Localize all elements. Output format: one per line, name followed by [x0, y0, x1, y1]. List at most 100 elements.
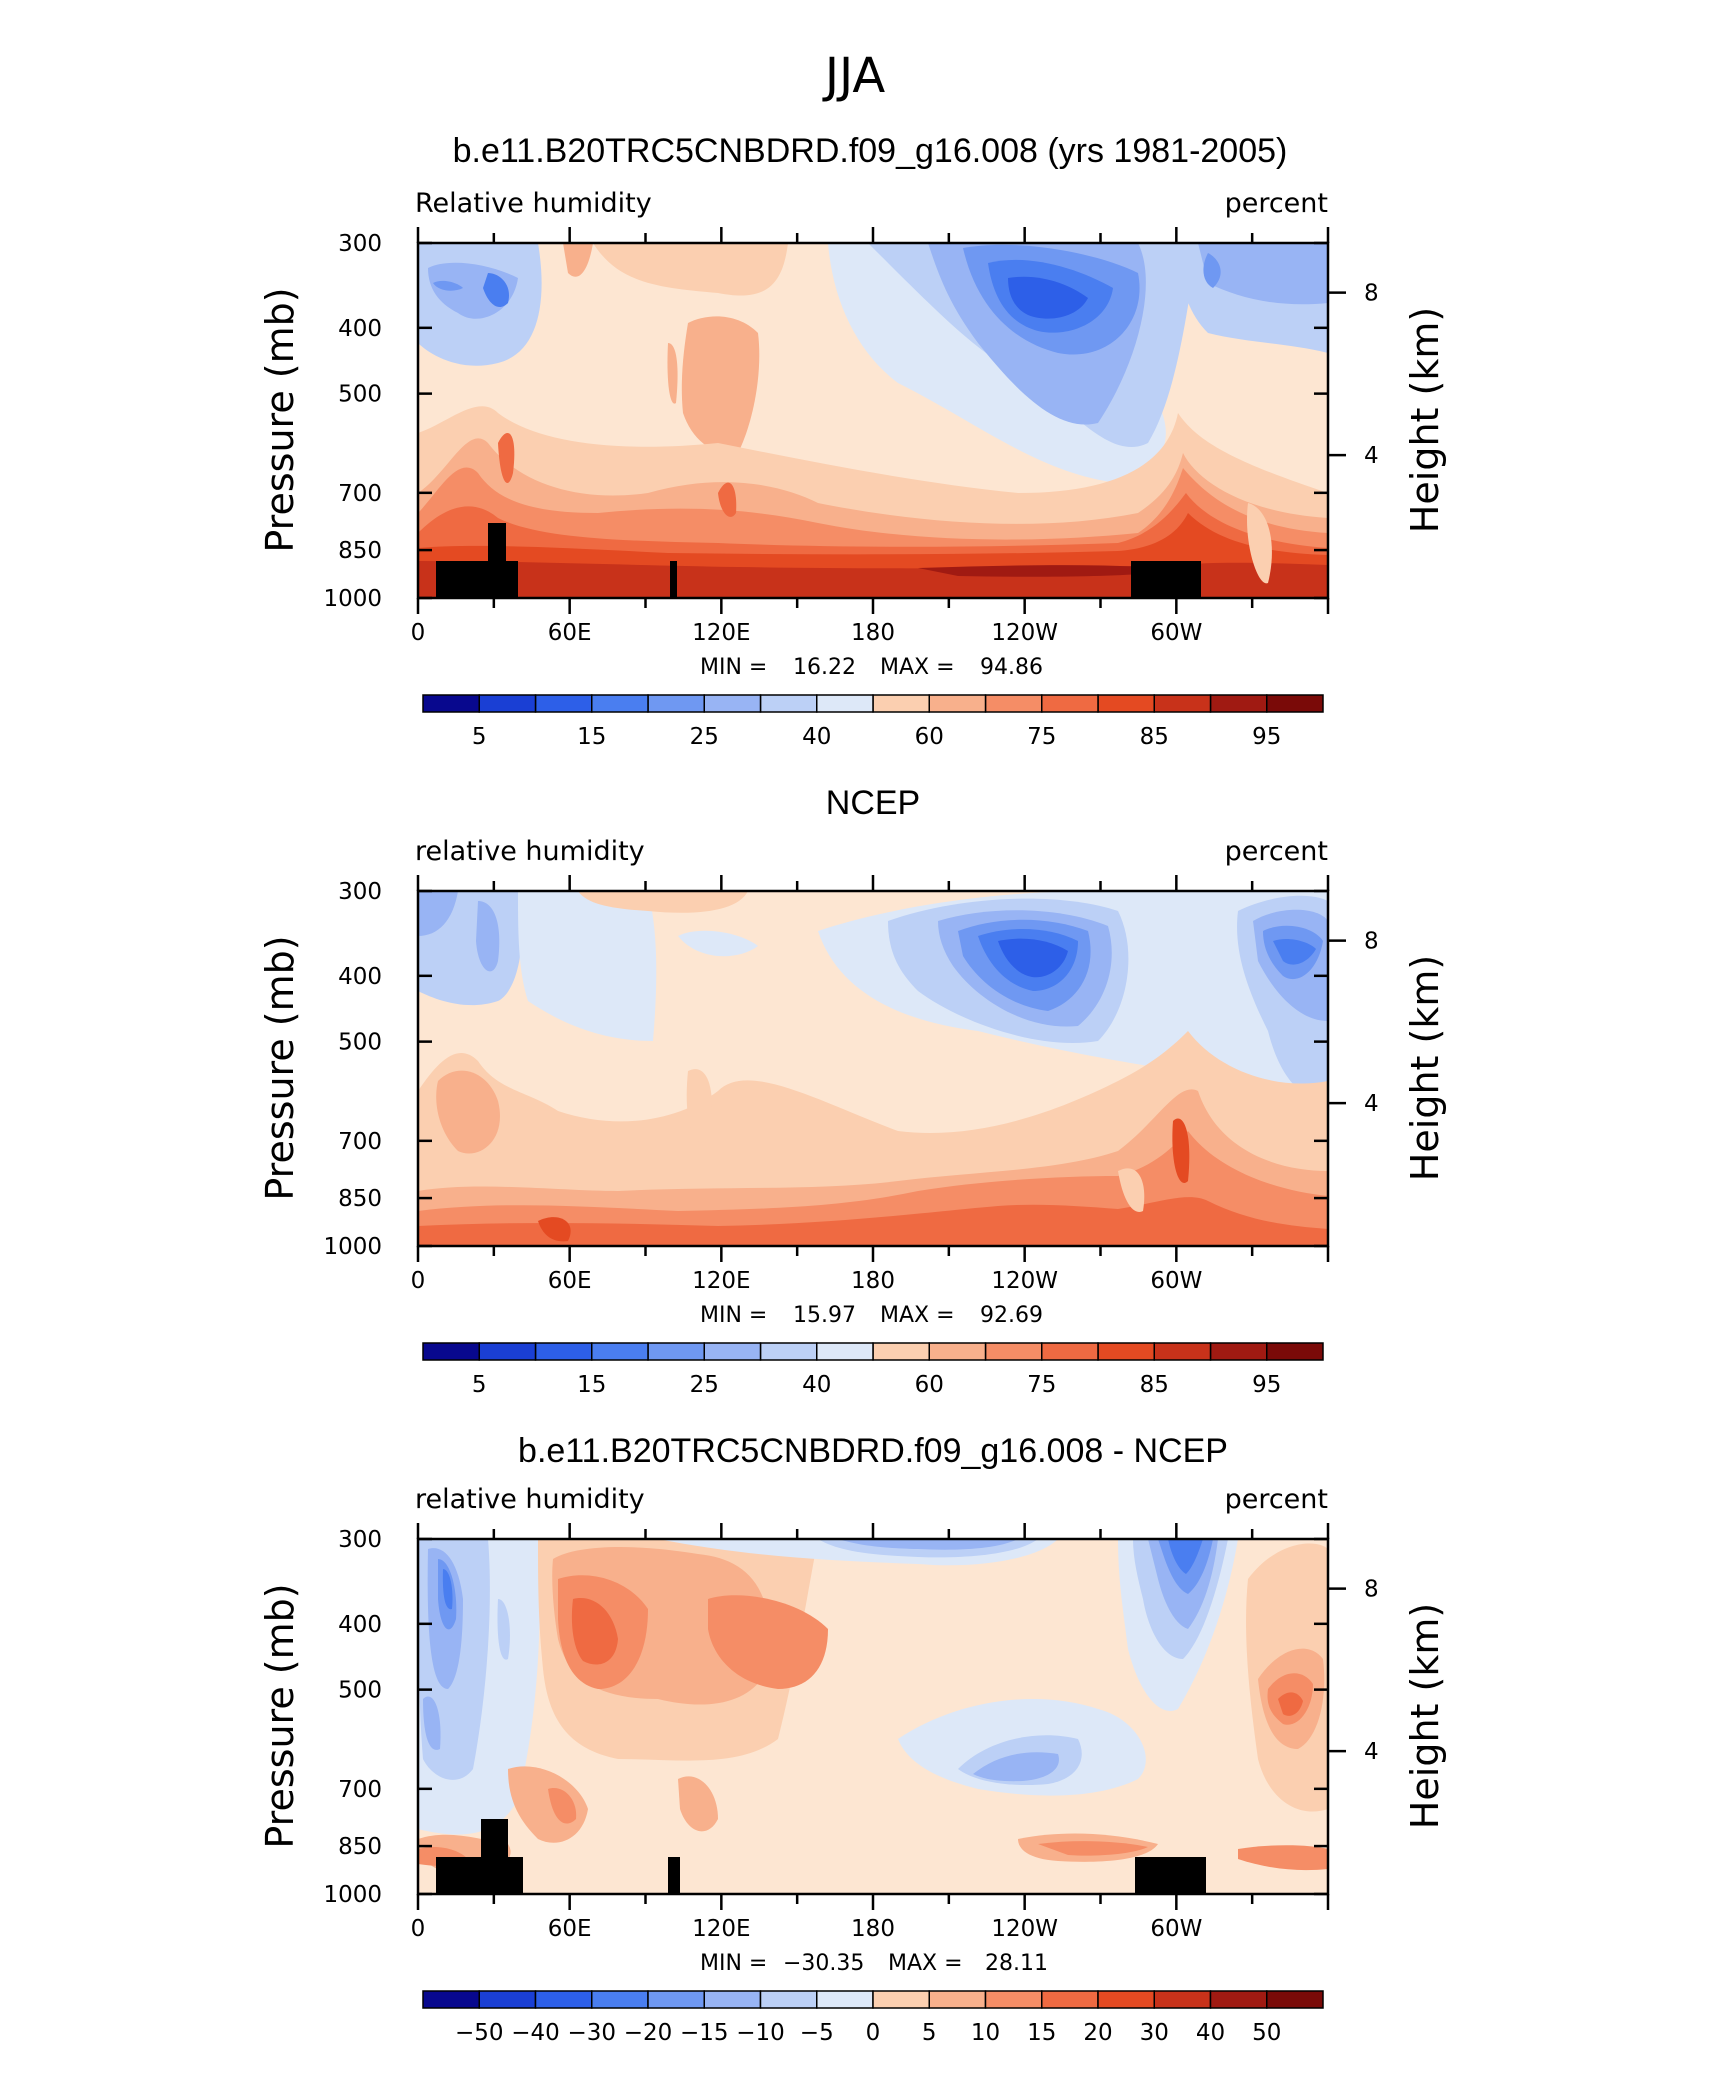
colorbar-box — [534, 1342, 593, 1361]
colorbar-box — [984, 694, 1043, 713]
colorbar-box — [1153, 694, 1212, 713]
colorbar-box — [647, 694, 705, 713]
colorbar-label: 10 — [971, 2020, 1000, 2046]
colorbar-label: 15 — [577, 724, 606, 750]
colorbar-box — [984, 1342, 1043, 1361]
y-tick-label: 500 — [338, 1030, 382, 1056]
colorbar-label: 50 — [1252, 2020, 1281, 2046]
x-tick-label: 120E — [692, 1916, 750, 1942]
panel-model: b.e11.B20TRC5CNBDRD.f09_g16.008 (yrs 198… — [258, 132, 1447, 750]
colorbar-box — [816, 1342, 874, 1361]
colorbar-label: 85 — [1140, 1372, 1169, 1398]
y-tick-label: 700 — [338, 1129, 382, 1155]
right-string: percent — [1225, 1484, 1328, 1515]
x-tick-label: 180 — [851, 1268, 895, 1294]
colorbar-box — [1153, 1990, 1212, 2009]
colorbar-box — [1041, 694, 1099, 713]
x-tick-label: 120E — [692, 1268, 750, 1294]
x-tick-label: 0 — [411, 1916, 426, 1942]
colorbar-box — [478, 694, 537, 713]
colorbar-box — [422, 1342, 480, 1361]
x-tick-label: 60W — [1150, 620, 1202, 646]
colorbar-box — [422, 1990, 480, 2009]
left-string: relative humidity — [415, 1484, 645, 1515]
max-label: MAX = — [880, 1303, 955, 1328]
y-right-tick-label: 4 — [1364, 1739, 1379, 1765]
x-tick-label: 60E — [548, 620, 592, 646]
colorbar-label: 5 — [922, 2020, 937, 2046]
y-tick-label: 400 — [338, 964, 382, 990]
contour-field — [416, 1537, 1330, 1896]
figure-title: JJA — [822, 48, 885, 104]
max-value: 92.69 — [980, 1303, 1043, 1328]
y-tick-label: 850 — [338, 1834, 382, 1860]
min-label: MIN = — [700, 1303, 767, 1328]
colorbar: −50 −40 −30 −20 −15 −10 −5 0 5 10 15 20 30 40 50 — [422, 1990, 1324, 2046]
y-tick-label: 1000 — [323, 1234, 382, 1260]
y-tick-label: 700 — [338, 481, 382, 507]
max-label: MAX = — [880, 655, 955, 680]
colorbar-box — [1153, 1342, 1212, 1361]
max-label: MAX = — [888, 1951, 963, 1976]
colorbar-box — [534, 694, 593, 713]
colorbar-label: 5 — [472, 1372, 487, 1398]
colorbar: 5 15 25 40 60 75 85 95 — [422, 694, 1324, 750]
colorbar-box — [816, 1990, 874, 2009]
y-axis-title: Pressure (mb) — [258, 287, 302, 552]
y-tick-label: 850 — [338, 1186, 382, 1212]
colorbar: 5 15 25 40 60 75 85 95 — [422, 1342, 1324, 1398]
y-axis-title: Pressure (mb) — [258, 1583, 302, 1848]
colorbar-label: 75 — [1027, 724, 1056, 750]
right-string: percent — [1225, 836, 1328, 867]
y-tick-label: 1000 — [323, 586, 382, 612]
panel-title: b.e11.B20TRC5CNBDRD.f09_g16.008 (yrs 198… — [453, 132, 1288, 170]
colorbar-box — [1209, 1342, 1268, 1361]
colorbar-box — [759, 1990, 818, 2009]
y-tick-label: 300 — [338, 231, 382, 257]
colorbar-label: −30 — [567, 2020, 616, 2046]
colorbar-label: 30 — [1140, 2020, 1169, 2046]
colorbar-box — [928, 1990, 987, 2009]
colorbar-box — [816, 694, 874, 713]
x-tick-label: 60E — [548, 1268, 592, 1294]
colorbar-label: 15 — [1027, 2020, 1056, 2046]
y-axis-title-right: Height (km) — [1403, 1603, 1447, 1829]
colorbar-box — [478, 1990, 537, 2009]
colorbar-box — [872, 1342, 930, 1361]
colorbar-box — [1209, 694, 1268, 713]
colorbar-box — [591, 1342, 649, 1361]
y-right-tick-label: 8 — [1364, 929, 1379, 955]
y-right-tick-label: 4 — [1364, 443, 1379, 469]
y-tick-label: 850 — [338, 538, 382, 564]
max-value: 28.11 — [985, 1951, 1048, 1976]
y-axis-title-right: Height (km) — [1403, 307, 1447, 533]
colorbar-label: 60 — [915, 724, 944, 750]
colorbar-box — [1266, 1990, 1324, 2009]
colorbar-box — [1041, 1342, 1099, 1361]
colorbar-box — [928, 1342, 987, 1361]
colorbar-box — [591, 1990, 649, 2009]
colorbar-label: −10 — [736, 2020, 785, 2046]
colorbar-label: −20 — [624, 2020, 673, 2046]
colorbar-box — [703, 694, 762, 713]
min-value: 16.22 — [793, 655, 856, 680]
y-right-tick-label: 8 — [1364, 1577, 1379, 1603]
x-tick-label: 0 — [411, 620, 426, 646]
colorbar-label: 85 — [1140, 724, 1169, 750]
y-tick-label: 700 — [338, 1777, 382, 1803]
colorbar-label: −15 — [680, 2020, 729, 2046]
colorbar-label: 15 — [577, 1372, 606, 1398]
colorbar-label: 5 — [472, 724, 487, 750]
colorbar-label: 0 — [866, 2020, 881, 2046]
colorbar-box — [647, 1990, 705, 2009]
colorbar-box — [422, 694, 480, 713]
y-tick-label: 500 — [338, 382, 382, 408]
x-tick-label: 60W — [1150, 1268, 1202, 1294]
y-tick-label: 400 — [338, 1612, 382, 1638]
colorbar-label: −5 — [800, 2020, 834, 2046]
colorbar-box — [647, 1342, 705, 1361]
colorbar-label: 40 — [802, 724, 831, 750]
right-string: percent — [1225, 188, 1328, 219]
panel-title: b.e11.B20TRC5CNBDRD.f09_g16.008 - NCEP — [518, 1432, 1228, 1470]
colorbar-label: −40 — [511, 2020, 560, 2046]
